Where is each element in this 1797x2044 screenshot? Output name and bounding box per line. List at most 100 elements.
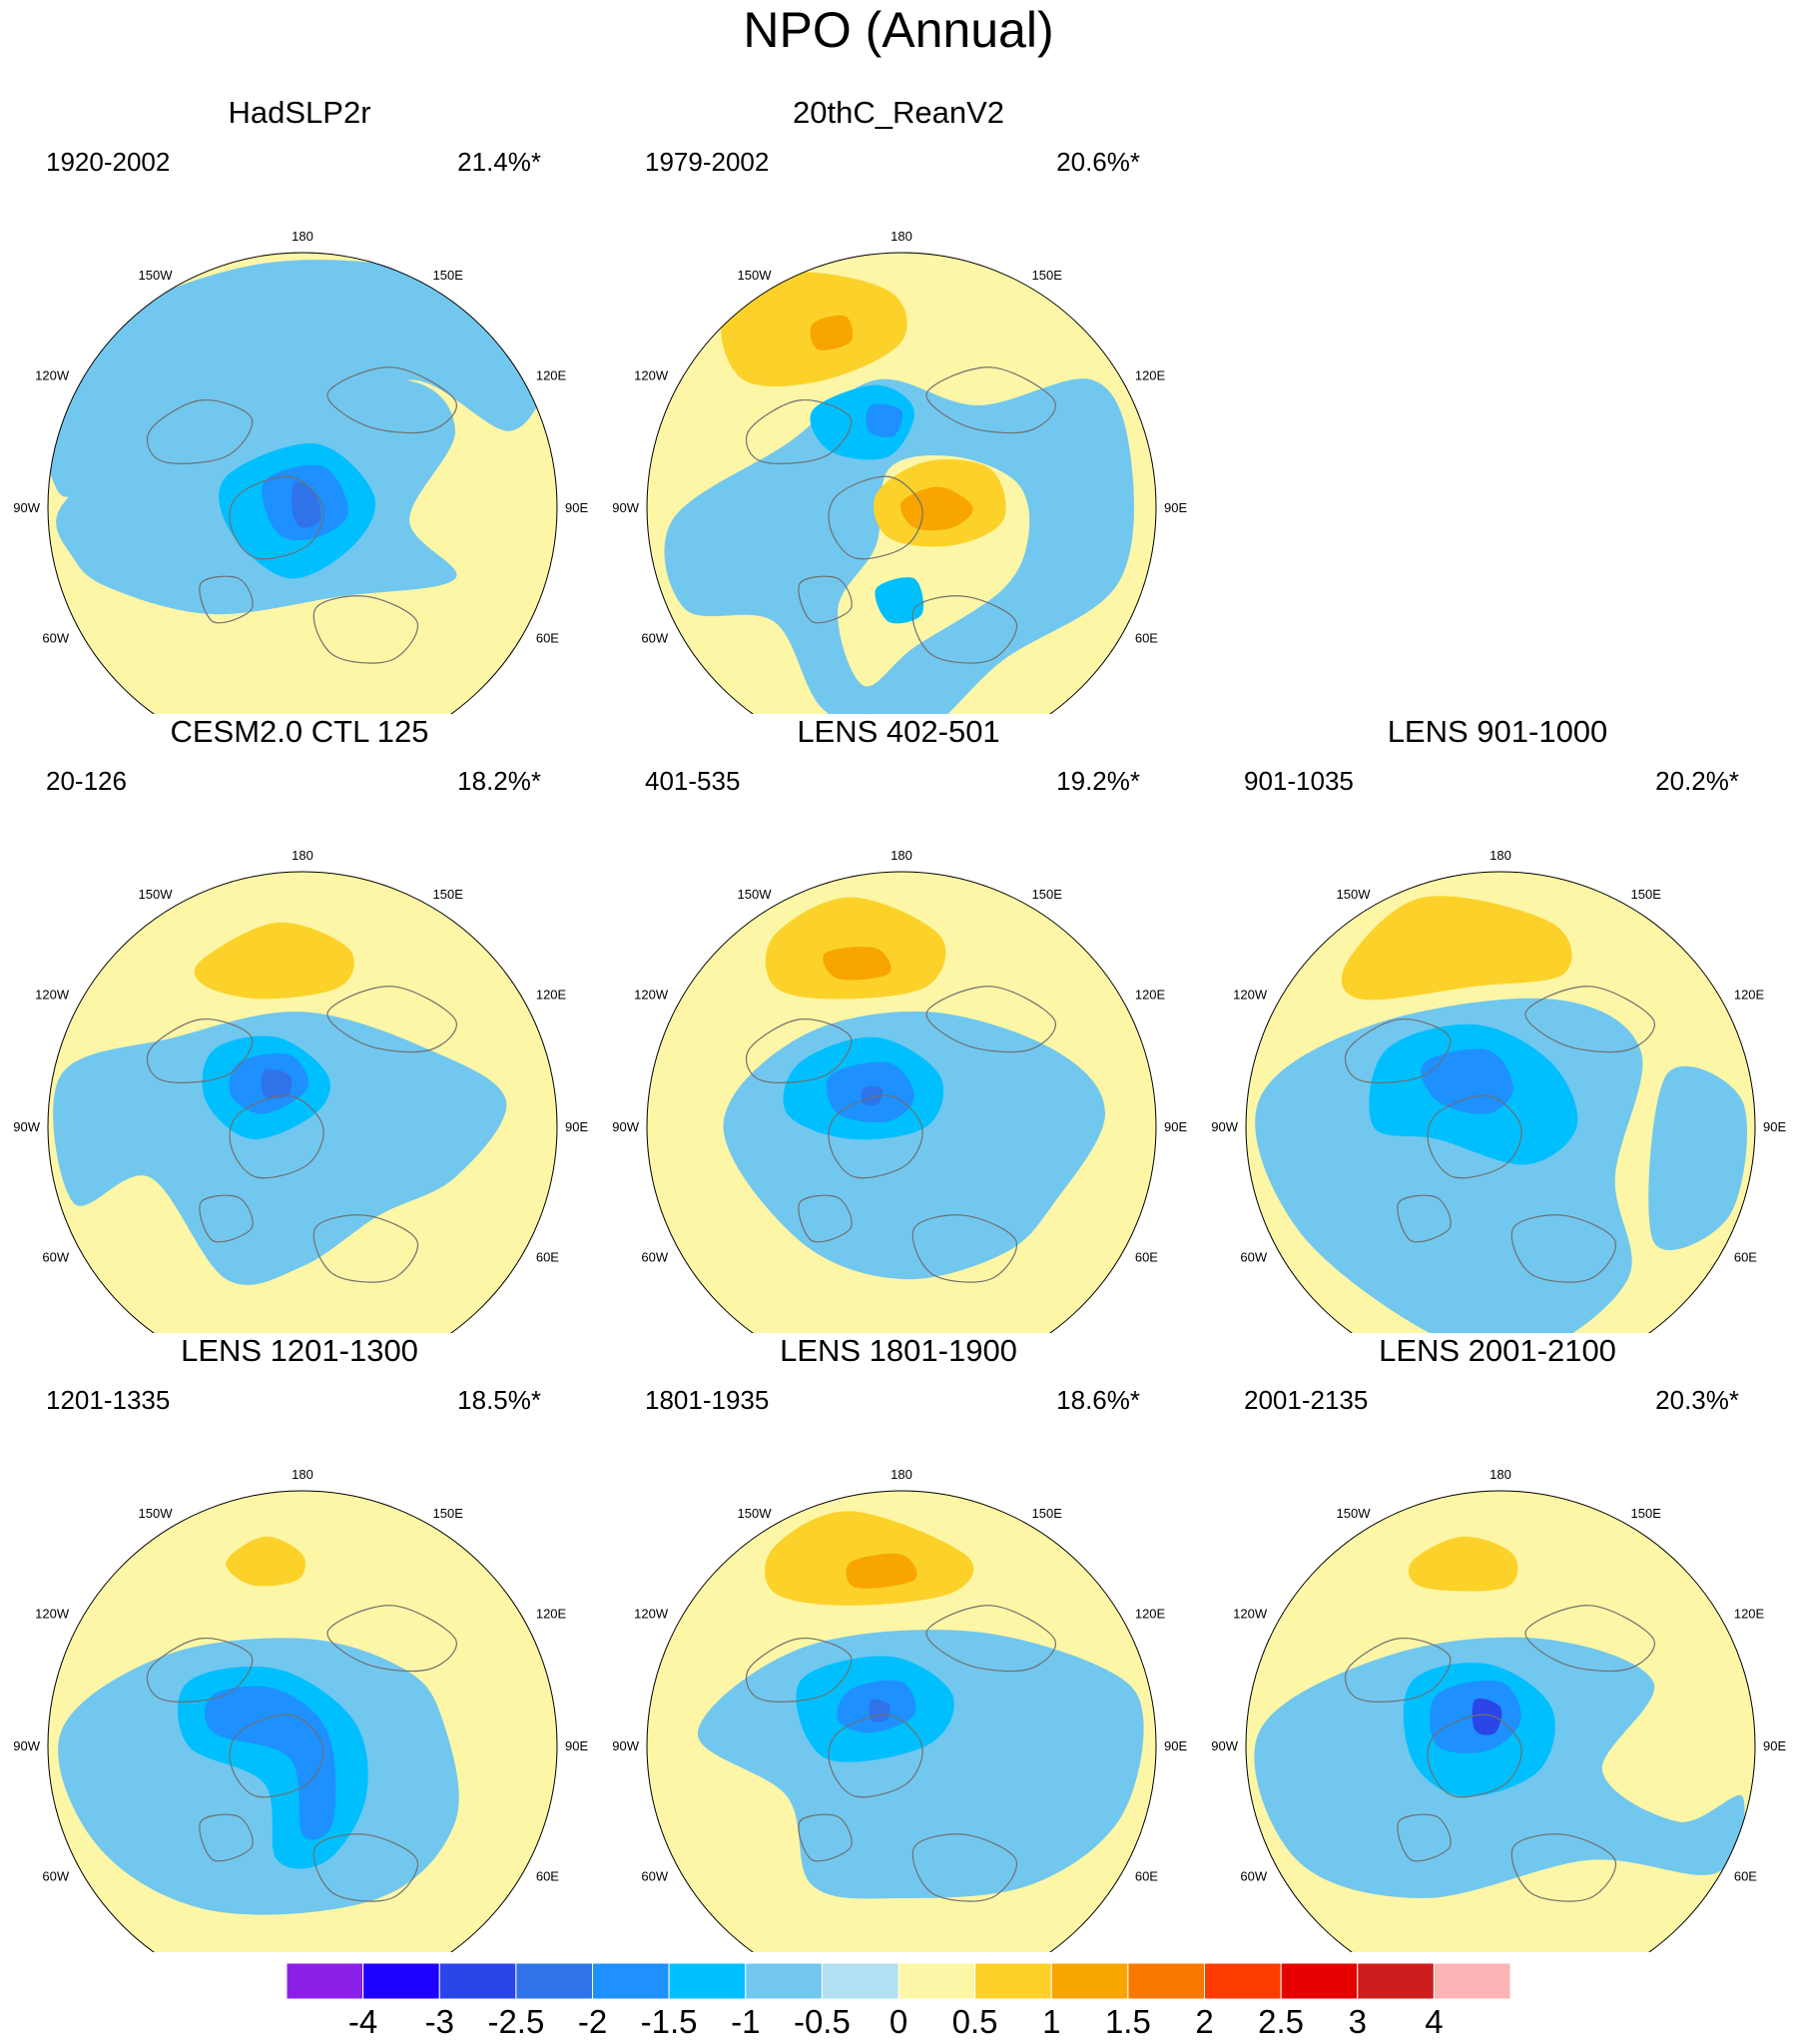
map-panel: LENS 1801-1900 1801-1935 18.6%* 180 150W 150E… bbox=[599, 1333, 1198, 1952]
longitude-label: 60W bbox=[641, 1869, 668, 1884]
map-boundary bbox=[646, 871, 1157, 1333]
panel-title: HadSLP2r bbox=[228, 95, 371, 130]
longitude-label: 150W bbox=[738, 887, 773, 902]
slp-contour-region bbox=[194, 922, 354, 1000]
coastline bbox=[798, 1813, 853, 1862]
panel-years: 20-126 bbox=[46, 766, 127, 796]
coastline bbox=[199, 575, 254, 624]
longitude-label: 150E bbox=[1032, 1506, 1063, 1521]
colorbar-tick-label: 1.5 bbox=[1104, 2003, 1151, 2040]
longitude-label: 120E bbox=[1135, 368, 1166, 383]
slp-contour-region bbox=[1408, 1536, 1518, 1592]
longitude-label: 180 bbox=[1490, 1467, 1511, 1482]
polar-map: 180150W150E120W120E90W90E60W60E30W30E0 bbox=[612, 848, 1187, 1333]
coastline bbox=[1427, 1094, 1522, 1179]
figure-title: NPO (Annual) bbox=[743, 2, 1054, 58]
coastline bbox=[312, 1214, 419, 1283]
colorbar-box bbox=[668, 1963, 747, 1999]
panel-title: 20thC_ReanV2 bbox=[793, 95, 1004, 130]
polar-map: 180150W150E120W120E90W90E60W60E30W30E0 bbox=[612, 1467, 1187, 1952]
slp-contour-region bbox=[1648, 1065, 1748, 1251]
colorbar-tick-label: -2 bbox=[577, 2003, 608, 2040]
panel-title: LENS 2001-2100 bbox=[1379, 1333, 1616, 1368]
slp-contour-region bbox=[866, 403, 903, 437]
longitude-label: 60E bbox=[1734, 1250, 1757, 1265]
longitude-label: 150W bbox=[738, 1506, 773, 1521]
colorbar-tick-label: -2.5 bbox=[487, 2003, 545, 2040]
slp-contour-region bbox=[1341, 896, 1572, 1001]
longitude-label: 120E bbox=[1135, 1607, 1166, 1622]
coastline bbox=[229, 1094, 324, 1179]
colorbar-box bbox=[1357, 1963, 1435, 1999]
colorbar-tick-label: 3 bbox=[1348, 2003, 1367, 2040]
panel-years: 1801-1935 bbox=[645, 1385, 770, 1415]
coastline bbox=[1524, 986, 1655, 1053]
longitude-label: 60E bbox=[536, 1250, 559, 1265]
slp-contour-region bbox=[1472, 1698, 1502, 1735]
polar-map: 180150W150E120W120E90W90E60W60E30W30E0 bbox=[13, 229, 588, 714]
map-panel: LENS 901-1000 901-1035 20.2%* 180 150W 150E 12… bbox=[1198, 714, 1797, 1333]
longitude-label: 90E bbox=[1164, 500, 1187, 515]
longitude-label: 90W bbox=[13, 1738, 40, 1753]
coastline bbox=[146, 1019, 254, 1083]
longitude-label: 90W bbox=[1211, 1738, 1238, 1753]
panel-years: 901-1035 bbox=[1244, 766, 1354, 796]
panel-years: 2001-2135 bbox=[1244, 1385, 1369, 1415]
longitude-label: 180 bbox=[891, 229, 912, 244]
panel-title: LENS 901-1000 bbox=[1387, 714, 1608, 749]
panel-years: 1979-2002 bbox=[645, 147, 770, 177]
coastline bbox=[312, 595, 419, 664]
map-panel: LENS 2001-2100 2001-2135 20.3%* 180 150W 150E… bbox=[1198, 1333, 1797, 1952]
colorbar-box bbox=[592, 1963, 670, 1999]
slp-contour-region bbox=[810, 384, 915, 460]
colorbar-box bbox=[362, 1963, 440, 1999]
coastline bbox=[312, 1833, 419, 1902]
slp-contour-region bbox=[261, 1068, 293, 1099]
coastline bbox=[828, 475, 923, 560]
coastline bbox=[1524, 1605, 1655, 1673]
colorbar-box bbox=[898, 1963, 976, 1999]
colorbar-tick-label: 1 bbox=[1042, 2003, 1061, 2040]
longitude-label: 120W bbox=[634, 368, 669, 383]
panel-variance: 21.4%* bbox=[457, 147, 541, 177]
polar-map: 180150W150E120W120E90W90E60W60E30W30E0 bbox=[1211, 1467, 1786, 1952]
longitude-label: 60W bbox=[641, 631, 668, 646]
coastline bbox=[229, 475, 324, 560]
longitude-label: 90E bbox=[1164, 1738, 1187, 1753]
colorbar-box bbox=[974, 1963, 1052, 1999]
coastline bbox=[229, 1713, 324, 1798]
map-boundary bbox=[47, 252, 558, 714]
longitude-label: 60W bbox=[1240, 1250, 1267, 1265]
colorbar-box bbox=[1050, 1963, 1129, 1999]
colorbar-tick-label: 0.5 bbox=[951, 2003, 998, 2040]
longitude-label: 150E bbox=[1631, 887, 1662, 902]
longitude-label: 150W bbox=[139, 887, 174, 902]
coastline bbox=[199, 1813, 254, 1862]
colorbar-tick-label: 0 bbox=[889, 2003, 908, 2040]
longitude-label: 150E bbox=[433, 1506, 464, 1521]
coastline bbox=[1344, 1638, 1452, 1703]
colorbar-tick-label: -1 bbox=[731, 2003, 761, 2040]
slp-contour-region bbox=[875, 577, 924, 624]
longitude-label: 90W bbox=[612, 1119, 639, 1134]
slp-contour-region bbox=[226, 1536, 306, 1587]
longitude-label: 120W bbox=[1233, 988, 1268, 1003]
longitude-label: 90E bbox=[1763, 1119, 1786, 1134]
coastline bbox=[1397, 1813, 1452, 1862]
longitude-label: 120W bbox=[35, 1607, 70, 1622]
colorbar-box bbox=[1433, 1963, 1510, 1999]
panel-title: CESM2.0 CTL 125 bbox=[170, 714, 429, 749]
longitude-label: 60W bbox=[641, 1250, 668, 1265]
colorbar-box bbox=[1127, 1963, 1206, 1999]
panel-title: LENS 1201-1300 bbox=[181, 1333, 418, 1368]
colorbar-box bbox=[515, 1963, 594, 1999]
map-boundary bbox=[646, 1490, 1157, 1952]
longitude-label: 60E bbox=[1135, 1869, 1158, 1884]
coastline bbox=[745, 399, 853, 464]
panel-variance: 18.2%* bbox=[457, 766, 541, 796]
longitude-label: 90W bbox=[13, 500, 40, 515]
longitude-label: 60W bbox=[42, 1869, 69, 1884]
longitude-label: 180 bbox=[891, 1467, 912, 1482]
longitude-label: 150W bbox=[139, 268, 174, 283]
longitude-label: 60E bbox=[1135, 1250, 1158, 1265]
